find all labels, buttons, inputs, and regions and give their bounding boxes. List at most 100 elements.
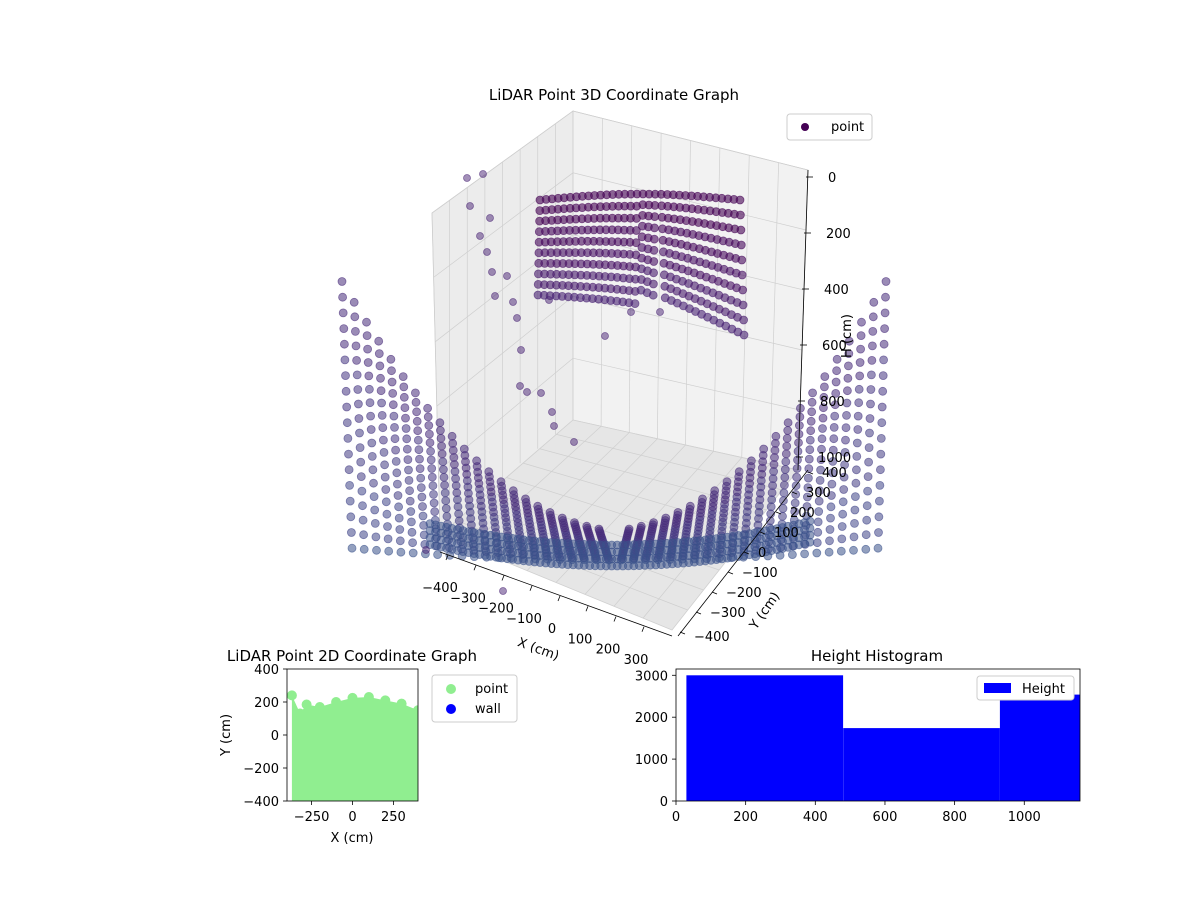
cloud-point [878,386,888,396]
cloud-point [805,435,815,445]
cloud-point [363,344,373,354]
cloud-point [781,457,791,467]
cloud-point [866,399,875,409]
x-tick-label-2d: 0 [348,810,356,825]
cloud-point [350,326,360,336]
cloud-point [816,455,826,465]
z-axis-line [797,169,809,471]
y-tick-label: −100 [742,566,778,581]
cloud-point [392,468,402,478]
cloud-point [812,548,822,558]
cloud-point [339,324,349,334]
cloud-point [401,413,410,423]
cloud-point [392,479,402,489]
point-2d [287,690,297,701]
cloud-point [437,441,447,451]
cloud-point [876,449,886,459]
histogram-bar [686,675,844,801]
cloud-point [346,512,356,522]
x-axis-label-2d: X (cm) [331,831,374,846]
cloud-point [402,444,412,454]
cloud-point [878,371,888,381]
cloud-point [411,397,421,407]
cloud-point [509,298,517,306]
point-2d [331,697,342,707]
legend-3d: point [786,113,873,141]
cloud-point [852,465,861,475]
cloud-point [722,477,732,487]
cloud-point [402,434,412,444]
cloud-point [408,538,418,548]
grid-3d-line [769,162,779,464]
point-cloud-2d [291,695,418,801]
cloud-point [868,341,877,351]
cloud-point [359,530,369,540]
cloud-point [384,546,394,556]
x-tick-label: −300 [450,591,486,606]
cloud-point [382,509,392,519]
cloud-point [831,377,841,387]
cloud-point [370,505,380,515]
cloud-point [864,457,873,467]
cloud-point [437,449,447,459]
y-tick-label: 0 [758,546,766,561]
cloud-point [356,472,366,482]
cloud-point [747,456,756,466]
cloud-point [339,339,349,349]
cloud-point [656,308,664,316]
cloud-point [881,292,890,302]
cloud-point [808,388,817,398]
y-tick-label: 200 [790,506,815,521]
cloud-point [737,270,747,280]
histogram-frame [675,668,1081,802]
cloud-point [852,438,862,448]
cloud-point [873,543,883,553]
cloud-point [650,212,660,222]
ticks-histogram: 0 200 400 600 800 1000 3000 2000 1000 0 [635,669,1041,825]
cloud-point [394,513,404,523]
cloud-point [521,494,530,504]
cloud-point [868,312,878,322]
x-tick-label: −100 [506,612,542,627]
cloud-point [408,548,418,558]
cloud-point [355,428,364,438]
cloud-point [367,438,377,448]
cloud-point [349,297,359,307]
cloud-point [433,550,443,559]
cloud-point [874,512,884,522]
cloud-point [840,460,849,470]
z-tick-label: 200 [826,227,851,242]
cloud-point [780,465,790,474]
cloud-point [463,174,471,182]
x-tick [445,554,449,561]
chart-3d: LiDAR Point 3D Coordinate Graph −400−300… [337,86,891,668]
histogram-bars [686,675,1080,801]
cloud-point [867,355,877,365]
cloud-point [341,371,350,381]
cloud-point [377,398,387,408]
cloud-point [841,435,850,445]
cloud-point [378,423,388,433]
grid-3d-line [657,133,662,439]
cloud-point [412,416,422,426]
cloud-point [807,407,817,417]
cloud-point [817,434,827,444]
cloud-point [435,426,445,435]
ticks-3d: −400−300−200−1000100200300−400−300−200−1… [422,171,851,668]
cloud-point [582,521,592,531]
cloud-point [447,431,457,441]
y-tick-label: −400 [694,630,730,645]
cloud-point [380,472,390,482]
cloud-point [815,475,825,485]
cloud-point [781,449,791,459]
cloud-point [557,513,567,523]
cloud-point [826,502,836,512]
cloud-point [390,422,399,432]
cloud-point [496,477,506,487]
cloud-point [436,433,446,443]
cloud-point [426,455,436,465]
cloud-point [441,496,451,506]
cloud-point [630,299,640,309]
cloud-point [818,413,828,423]
cloud-point [362,331,372,341]
